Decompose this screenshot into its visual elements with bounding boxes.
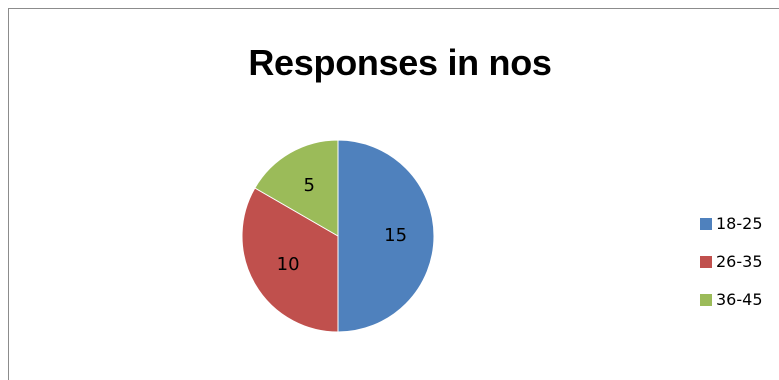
legend-swatch-26-35 [700,256,712,268]
data-label-26-35: 10 [277,254,300,275]
data-label-18-25: 15 [384,225,407,246]
pie-slice-18-25 [337,139,435,333]
legend-label-18-25: 18-25 [716,214,763,233]
chart-title: Responses in nos [248,42,552,83]
legend-label-36-45: 36-45 [716,290,763,309]
pie-slice-26-35 [241,187,339,333]
legend-swatch-18-25 [700,218,712,230]
pie-slice-36-45 [254,139,339,237]
data-label-36-45: 5 [303,175,314,196]
legend-label-26-35: 26-35 [716,252,763,271]
legend-swatch-36-45 [700,294,712,306]
